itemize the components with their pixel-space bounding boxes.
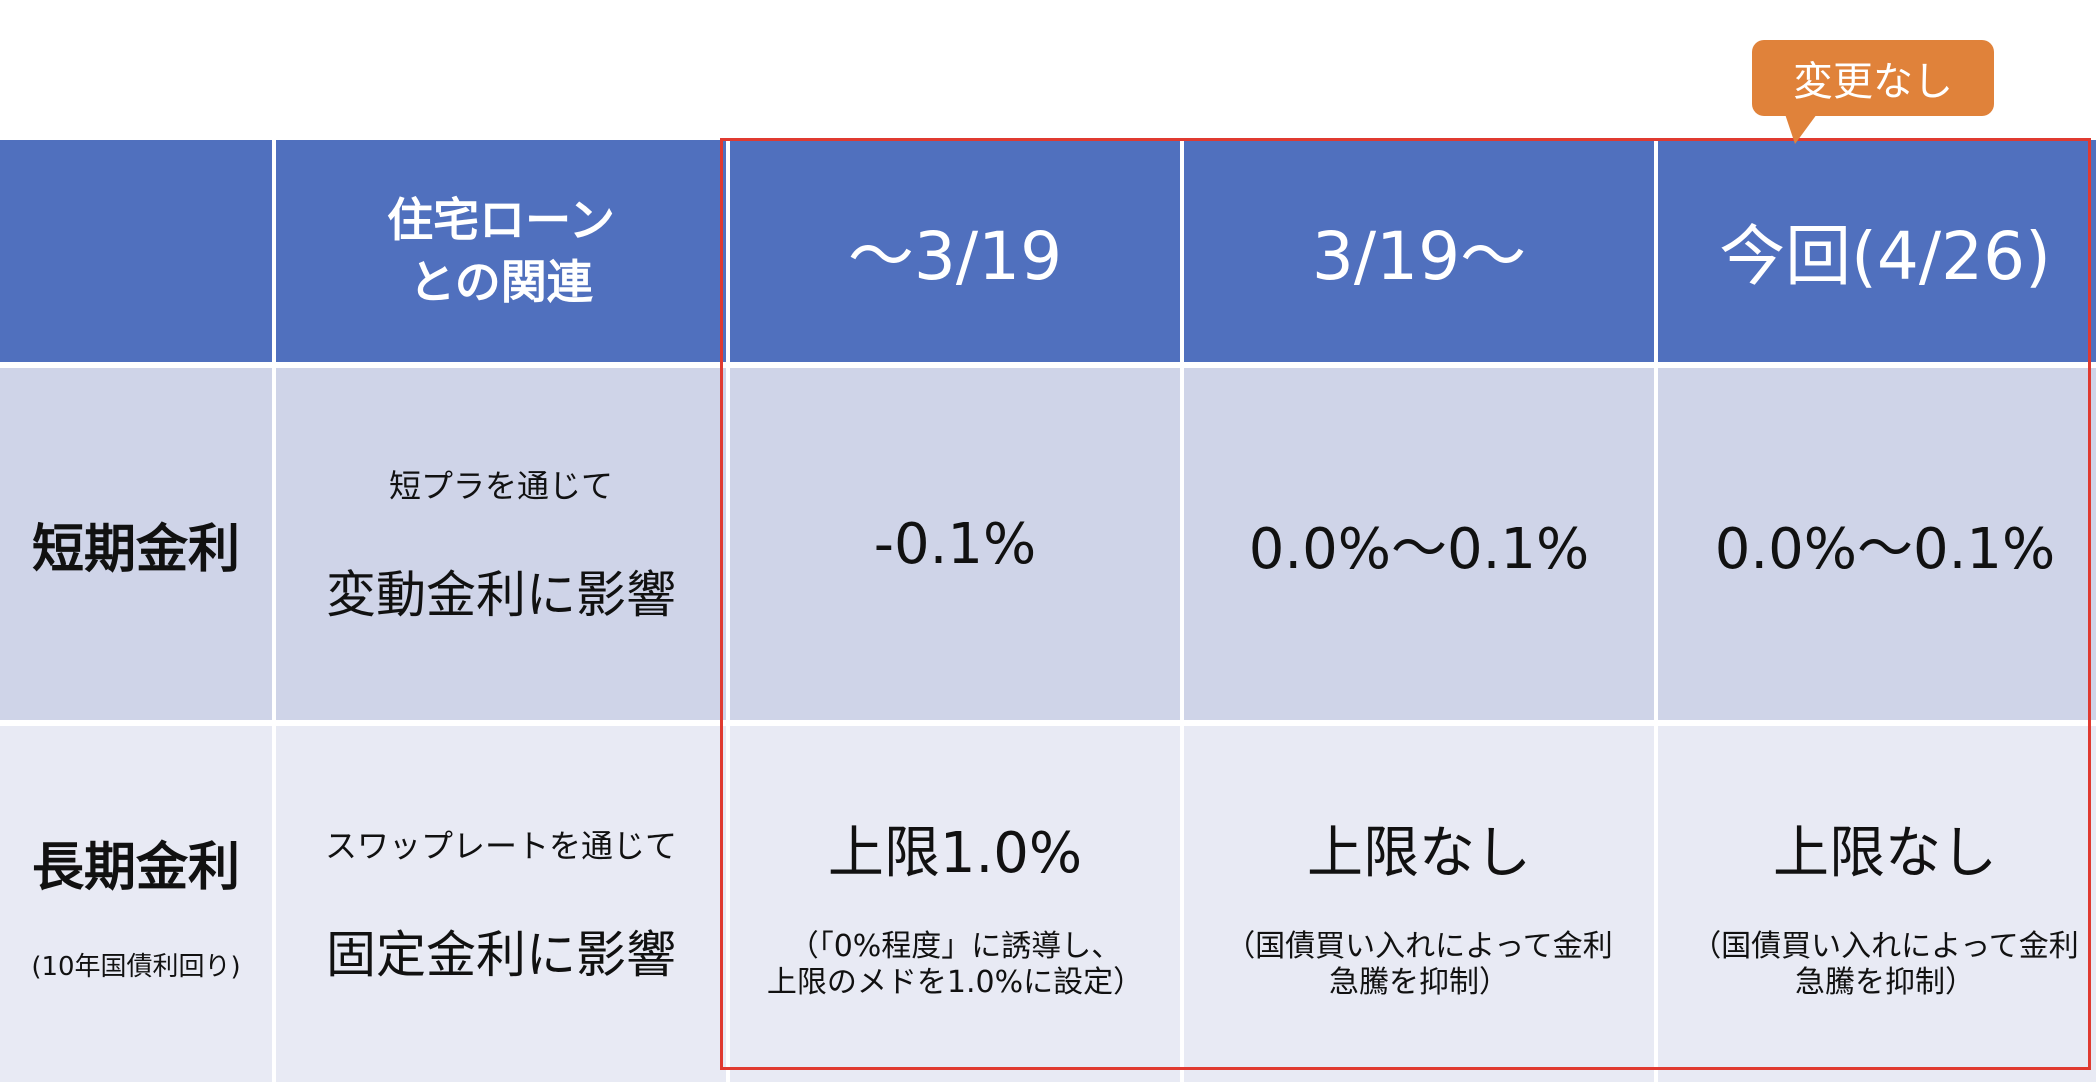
callout-pointer <box>1785 114 1817 144</box>
value-short-before: -0.1% <box>730 368 1180 720</box>
row-title: 長期金利 <box>31 838 240 898</box>
rate-value: 上限なし <box>1773 820 1997 886</box>
callout-bubble: 変更なし <box>1752 40 1994 116</box>
header-period-current: 今回(4/26) <box>1658 140 2096 362</box>
header-relation-line2: との関連 <box>409 255 593 309</box>
rate-note-line: （国債買い入れによって金利 <box>1225 928 1613 964</box>
rate-comparison-table: 住宅ローン との関連 〜3/19 3/19〜 今回(4/26) 短期金利 短プラ… <box>0 140 2096 1082</box>
rate-note-line: （「0%程度」に誘導し、 <box>788 928 1122 964</box>
rate-note-line: 上限のメドを1.0%に設定） <box>766 964 1144 1000</box>
period-label: 〜3/19 <box>847 218 1063 295</box>
rate-note-line: 急騰を抑制） <box>1328 964 1509 1000</box>
rate-note: （国債買い入れによって金利 急騰を抑制） <box>1225 929 1613 1001</box>
relation-channel: スワップレートを通じて <box>324 827 677 865</box>
row-label-short-term: 短期金利 <box>0 368 272 720</box>
period-label: 3/19〜 <box>1311 218 1527 295</box>
value-long-after: 上限なし （国債買い入れによって金利 急騰を抑制） <box>1184 726 1654 1082</box>
row-label-long-term: 長期金利 (10年国債利回り) <box>0 726 272 1082</box>
rate-value: 0.0%〜0.1% <box>1248 516 1590 582</box>
header-relation-cell: 住宅ローン との関連 <box>276 140 726 362</box>
rate-note: （国債買い入れによって金利 急騰を抑制） <box>1691 929 2079 1001</box>
header-period-before: 〜3/19 <box>730 140 1180 362</box>
relation-effect: 変動金利に影響 <box>326 566 676 624</box>
relation-channel: 短プラを通じて <box>388 467 613 505</box>
rate-note: （「0%程度」に誘導し、 上限のメドを1.0%に設定） <box>767 929 1143 1001</box>
value-short-current: 0.0%〜0.1% <box>1658 368 2096 720</box>
rate-note-line: （国債買い入れによって金利 <box>1691 928 2079 964</box>
value-long-current: 上限なし （国債買い入れによって金利 急騰を抑制） <box>1658 726 2096 1082</box>
rate-value: 上限1.0% <box>827 820 1083 886</box>
relation-long-term: スワップレートを通じて 固定金利に影響 <box>276 726 726 1082</box>
row-title: 短期金利 <box>31 519 240 580</box>
relation-effect: 固定金利に影響 <box>326 926 676 984</box>
rate-value: 0.0%〜0.1% <box>1714 516 2056 582</box>
relation-short-term: 短プラを通じて 変動金利に影響 <box>276 368 726 720</box>
value-short-after: 0.0%〜0.1% <box>1184 368 1654 720</box>
callout-label: 変更なし <box>1793 59 1953 105</box>
rate-value: -0.1% <box>873 511 1037 577</box>
value-long-before: 上限1.0% （「0%程度」に誘導し、 上限のメドを1.0%に設定） <box>730 726 1180 1082</box>
rate-value: 上限なし <box>1307 820 1531 886</box>
header-empty-cell <box>0 140 272 362</box>
header-relation-line1: 住宅ローン <box>387 193 615 247</box>
header-period-after: 3/19〜 <box>1184 140 1654 362</box>
period-label: 今回(4/26) <box>1719 218 2051 295</box>
row-subtitle: (10年国債利回り) <box>31 952 241 982</box>
rate-note-line: 急騰を抑制） <box>1794 964 1975 1000</box>
